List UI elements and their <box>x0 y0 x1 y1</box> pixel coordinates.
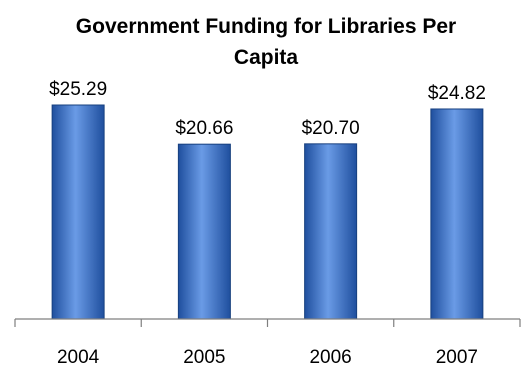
bar-2007 <box>430 108 484 320</box>
bar-2004 <box>51 104 105 320</box>
chart-title-line-2: Capita <box>234 46 299 69</box>
data-label-2005: $20.66 <box>175 118 233 139</box>
data-labels: $25.29 $20.66 $20.70 $24.82 <box>49 79 486 139</box>
chart-title-line-1: Government Funding for Libraries Per <box>76 15 456 38</box>
x-tick-label-2004: 2004 <box>57 347 100 368</box>
x-tick-label-2006: 2006 <box>309 347 351 368</box>
x-tick-label-2007: 2007 <box>436 347 478 368</box>
bars <box>51 104 484 320</box>
data-label-2006: $20.70 <box>302 118 360 139</box>
x-axis-ticks <box>14 319 521 327</box>
data-label-2004: $25.29 <box>49 79 107 100</box>
x-tick-label-2005: 2005 <box>183 347 225 368</box>
data-label-2007: $24.82 <box>428 83 486 104</box>
bar-2005 <box>177 143 231 320</box>
bar-2006 <box>304 143 358 320</box>
x-axis-tick-labels: 2004 2005 2006 2007 <box>57 347 478 368</box>
